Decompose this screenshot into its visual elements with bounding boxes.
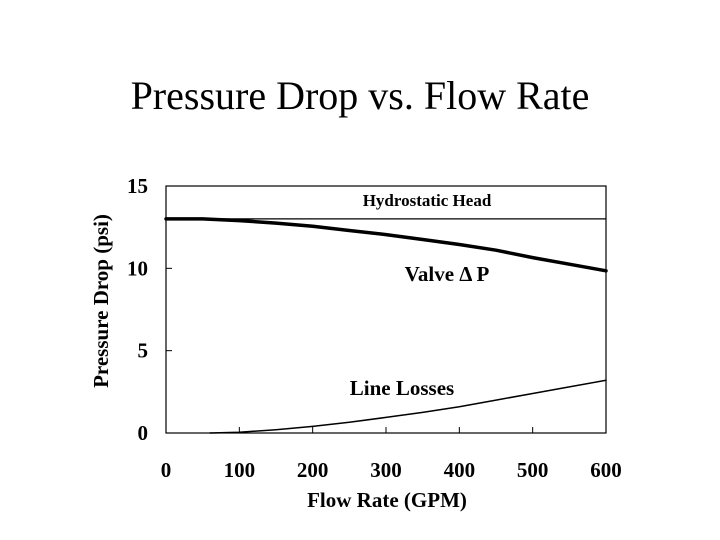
series-line-valve-p <box>164 217 608 273</box>
x-axis-title: Flow Rate (GPM) <box>307 488 467 512</box>
series-line-line-losses <box>209 379 607 434</box>
x-tick-label: 500 <box>517 458 549 482</box>
x-tick-label: 300 <box>370 458 402 482</box>
slide-title: Pressure Drop vs. Flow Rate <box>130 73 590 118</box>
x-tick-label: 400 <box>444 458 476 482</box>
series-lines <box>164 217 608 434</box>
x-tick-label: 200 <box>297 458 329 482</box>
annotation-line-losses: Line Losses <box>350 376 454 400</box>
axis-ticks: 0 100 200 300 400 500 600 0 5 10 15 <box>127 174 622 482</box>
y-axis-title: Pressure Drop (psi) <box>89 214 113 388</box>
y-tick-label: 5 <box>138 339 149 363</box>
x-tick-label: 100 <box>224 458 256 482</box>
annotation-valve-dp: Valve Δ P <box>405 262 490 286</box>
annotation-hydrostatic-head: Hydrostatic Head <box>363 191 492 210</box>
y-tick-label: 15 <box>127 174 148 198</box>
y-tick-label: 0 <box>138 421 149 445</box>
x-tick-label: 0 <box>161 458 172 482</box>
x-tick-label: 600 <box>590 458 622 482</box>
y-tick-label: 10 <box>127 256 148 280</box>
